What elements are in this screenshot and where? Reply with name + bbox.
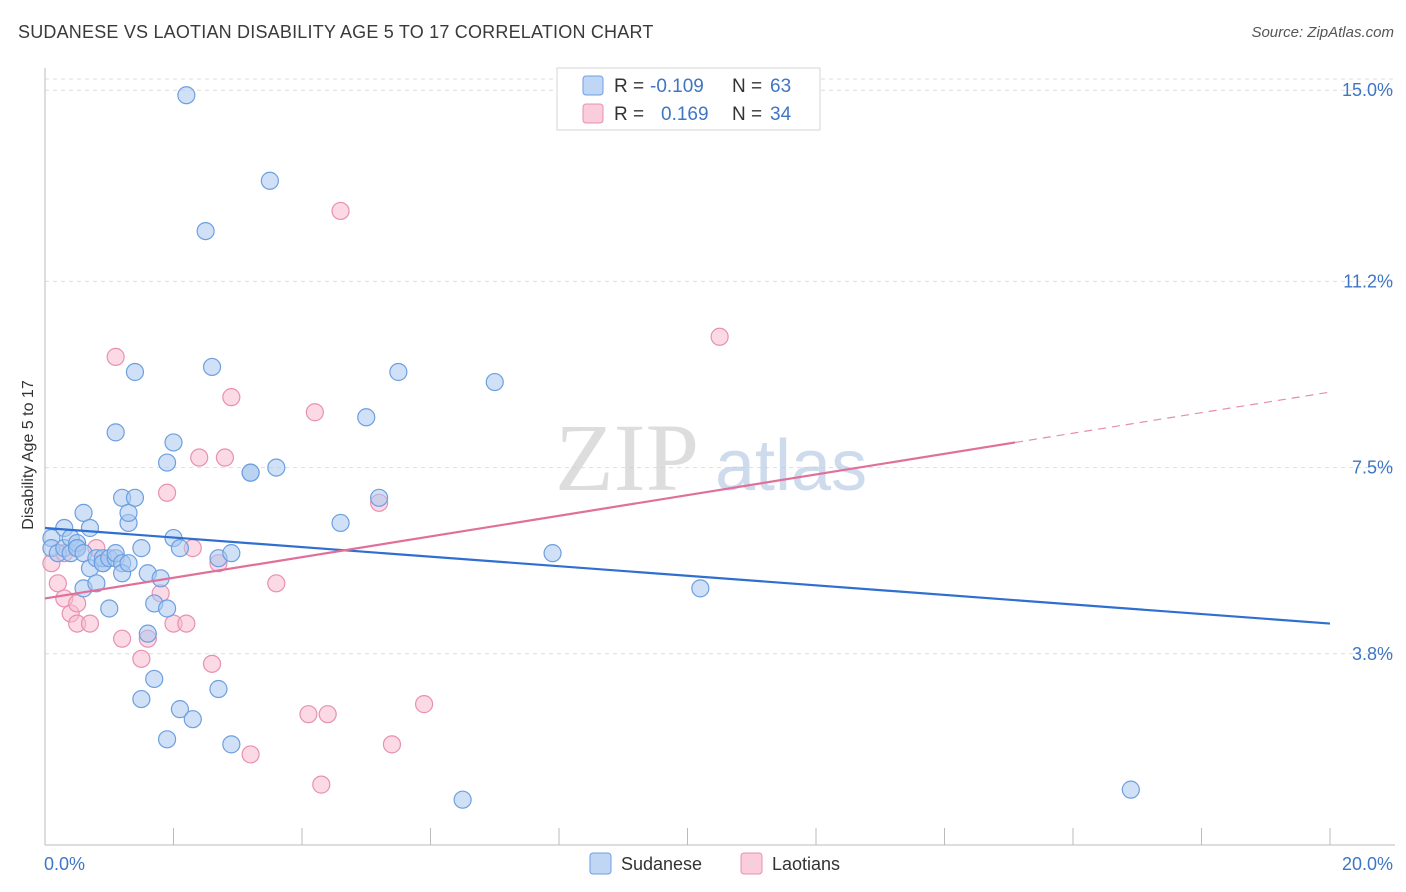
trend-lines: [44, 391, 1331, 625]
sudanese-point-62: [389, 362, 408, 382]
sudanese-point-65: [543, 544, 562, 563]
sudanese-point-54: [222, 735, 241, 754]
x-tick-labels: 0.0% 20.0%: [44, 854, 1393, 874]
correlation-legend: R = -0.109 N = 63 R = 0.169 N = 34: [556, 67, 821, 131]
series-legend-swatch-sudanese: [589, 852, 612, 875]
sudanese-point-28: [119, 554, 138, 573]
sudanese-point-52: [209, 679, 228, 699]
axes: [44, 68, 1395, 846]
sudanese-point-13: [80, 518, 100, 538]
sudanese-point-40: [157, 453, 177, 472]
laotians-point-16: [177, 614, 196, 633]
laotians-trend-line-extension: [1015, 391, 1331, 444]
sudanese-point-36: [138, 624, 157, 643]
sudanese-point-34: [132, 539, 151, 558]
laotians-point-21: [215, 448, 234, 467]
laotians-point-29: [331, 201, 350, 221]
series-legend-label-sudanese: Sudanese: [621, 854, 702, 874]
laotians-point-19: [202, 654, 222, 673]
sudanese-point-45: [170, 539, 190, 558]
sudanese-point-49: [196, 221, 215, 241]
legend-r-value-laotians: 0.169: [661, 104, 709, 125]
laotians-point-5: [68, 594, 87, 613]
y-tick-label-3: 15.0%: [1342, 80, 1393, 100]
legend-swatch-sudanese: [582, 75, 604, 96]
laotians-point-24: [267, 574, 286, 593]
sudanese-point-15: [87, 574, 106, 593]
legend-swatch-laotians: [582, 103, 604, 124]
sudanese-point-47: [177, 86, 196, 105]
legend-r-value-sudanese: -0.109: [650, 76, 704, 97]
legend-r-label-sudanese: R =: [614, 76, 644, 97]
sudanese-point-20: [100, 599, 119, 618]
legend-n-label-laotians: N =: [732, 104, 762, 125]
laotians-point-27: [312, 775, 331, 794]
sudanese-trend-line: [44, 526, 1331, 625]
sudanese-point-63: [453, 790, 472, 809]
sudanese-point-32: [125, 362, 145, 382]
sudanese-point-22: [106, 423, 125, 442]
laotians-point-32: [414, 695, 434, 714]
sudanese-point-30: [119, 503, 138, 522]
sudanese-point-60: [357, 408, 376, 427]
sudanese-point-56: [241, 463, 260, 482]
laotians-trend-line: [44, 441, 1016, 600]
sudanese-point-59: [331, 513, 350, 533]
watermark-atlas: atlas: [715, 426, 867, 506]
watermark-zip: ZIP: [555, 404, 699, 511]
laotians-point-28: [318, 705, 337, 724]
y-tick-label-0: 3.8%: [1352, 644, 1393, 664]
sudanese-point-31: [125, 488, 145, 507]
laotians-point-25: [299, 705, 318, 724]
sudanese-point-44: [164, 433, 183, 452]
sudanese-point-41: [157, 599, 177, 618]
laotians-point-7: [80, 614, 100, 633]
sudanese-point-46: [170, 700, 190, 719]
x-tick-label-0: 0.0%: [44, 854, 85, 874]
sudanese-point-48: [183, 710, 202, 729]
watermark: ZIP atlas: [555, 404, 867, 511]
sudanese-point-38: [145, 669, 164, 689]
laotians-point-23: [241, 745, 260, 764]
laotians-point-11: [132, 649, 151, 668]
sudanese-point-53: [222, 544, 241, 563]
laotians-point-1: [48, 574, 67, 593]
sudanese-point-42: [157, 730, 177, 749]
sudanese-point-66: [691, 579, 710, 598]
laotians-point-18: [190, 448, 209, 467]
sudanese-points: [42, 86, 1140, 809]
x-tick-label-1: 20.0%: [1342, 854, 1393, 874]
gridlines: [45, 78, 1395, 655]
legend-n-label-sudanese: N =: [732, 76, 762, 97]
sudanese-point-50: [202, 357, 222, 377]
source-label: Source: ZipAtlas.com: [1251, 24, 1394, 41]
sudanese-point-61: [370, 488, 389, 507]
series-legend: Sudanese Laotians: [589, 852, 840, 875]
laotians-point-33: [710, 327, 729, 346]
chart-title: SUDANESE VS LAOTIAN DISABILITY AGE 5 TO …: [18, 22, 654, 42]
sudanese-point-64: [485, 372, 504, 392]
legend-r-label-laotians: R =: [614, 104, 644, 125]
sudanese-point-11: [74, 503, 93, 522]
sudanese-point-58: [267, 458, 286, 477]
laotians-point-26: [305, 403, 324, 422]
y-tick-label-2: 11.2%: [1343, 271, 1393, 291]
laotians-point-31: [382, 735, 402, 754]
laotians-point-10: [112, 629, 132, 648]
sudanese-point-67: [1121, 780, 1140, 799]
legend-n-value-laotians: 34: [770, 104, 792, 125]
laotians-point-14: [157, 483, 177, 502]
sudanese-point-33: [132, 689, 151, 709]
y-axis-title: Disability Age 5 to 17: [20, 380, 37, 530]
laotians-point-22: [222, 388, 241, 407]
y-tick-label-1: 7.5%: [1352, 458, 1393, 478]
laotians-points: [42, 201, 729, 794]
series-legend-label-laotians: Laotians: [772, 854, 840, 874]
laotians-point-9: [106, 347, 125, 366]
sudanese-point-57: [260, 171, 279, 190]
y-tick-labels: 3.8% 7.5% 11.2% 15.0%: [1342, 80, 1393, 664]
legend-n-value-sudanese: 63: [770, 76, 791, 97]
series-legend-swatch-laotians: [740, 852, 763, 875]
